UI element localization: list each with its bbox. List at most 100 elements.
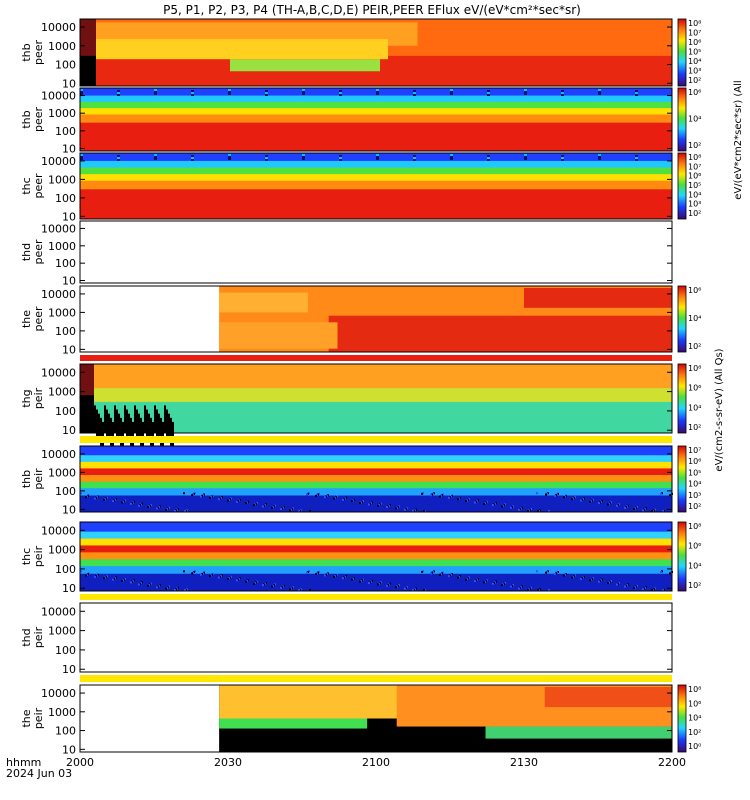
heatmap-band <box>80 101 672 109</box>
heatmap-noise <box>121 579 123 582</box>
heatmap-noise <box>635 94 638 96</box>
heatmap-noise <box>130 417 132 446</box>
heatmap-noise <box>450 93 453 95</box>
y-axis-label: peer <box>32 173 45 199</box>
colorbar-tick-label: 10⁶ <box>688 542 701 551</box>
heatmap-noise <box>589 579 591 582</box>
y-tick-label: 10000 <box>41 288 76 301</box>
heatmap-noise <box>571 576 573 579</box>
heatmap-noise <box>191 94 194 96</box>
colorbar-tick-label: 10⁴ <box>688 403 701 412</box>
heatmap-noise <box>265 92 268 94</box>
colorbar-tick-label: 10² <box>688 209 701 218</box>
heatmap-noise <box>165 508 167 511</box>
heatmap-noise <box>117 90 120 92</box>
colorbar-tick-label: 10⁸ <box>688 19 701 28</box>
heatmap-band <box>80 552 672 560</box>
heatmap-noise <box>154 158 157 160</box>
heatmap-noise <box>184 510 186 512</box>
colorbar-tick-label: 10⁶ <box>688 699 701 708</box>
heatmap-noise <box>413 157 416 159</box>
heatmap-noise <box>598 156 601 158</box>
y-tick-label: 1000 <box>48 706 76 719</box>
y-axis-label: peir <box>32 707 45 729</box>
panel-frame <box>79 87 673 152</box>
heatmap-noise <box>156 409 158 438</box>
heatmap-noise <box>616 583 618 586</box>
heatmap-noise <box>554 573 556 576</box>
heatmap-noise <box>450 158 453 160</box>
heatmap-noise <box>85 496 87 499</box>
heatmap-noise <box>191 90 194 92</box>
heatmap-noise <box>121 501 123 504</box>
y-tick-label: 100 <box>55 563 76 576</box>
colorbar-tick-label: 10⁷ <box>688 446 701 455</box>
y-axis-label: thd <box>20 628 33 646</box>
heatmap-band <box>80 461 672 469</box>
y-tick-label: 10000 <box>41 605 76 618</box>
heatmap-noise <box>309 589 311 591</box>
heatmap-noise <box>112 421 114 450</box>
heatmap-noise <box>430 572 432 575</box>
heatmap-noise <box>635 90 638 92</box>
heatmap-noise <box>524 93 527 95</box>
colorbar <box>677 521 687 592</box>
heatmap-noise <box>146 409 148 438</box>
y-axis-label: thb <box>20 110 33 128</box>
heatmap-noise <box>170 417 172 446</box>
heatmap-noise <box>218 576 220 579</box>
heatmap-band <box>80 481 672 489</box>
heatmap-region <box>80 395 94 433</box>
heatmap-noise <box>136 409 138 438</box>
heatmap-noise <box>191 572 193 575</box>
heatmap-noise <box>140 417 142 446</box>
heatmap-region <box>80 364 672 389</box>
heatmap-noise <box>114 405 116 433</box>
y-axis-label: peir <box>32 545 45 567</box>
heatmap-band <box>80 559 672 567</box>
heatmap-noise <box>265 155 268 157</box>
heatmap-noise <box>253 504 255 507</box>
heatmap-noise <box>598 502 600 505</box>
heatmap-noise <box>126 409 128 438</box>
heatmap-noise <box>635 92 638 94</box>
heatmap-noise <box>662 510 664 512</box>
heatmap-noise <box>421 492 423 495</box>
y-tick-label: 10000 <box>41 222 76 235</box>
y-tick-label: 10000 <box>41 155 76 168</box>
y-tick-label: 10 <box>62 663 76 676</box>
heatmap-noise <box>527 588 529 591</box>
heatmap-region <box>485 726 672 739</box>
heatmap-noise <box>439 495 441 498</box>
heatmap-band <box>80 189 672 220</box>
heatmap-noise <box>359 580 361 583</box>
heatmap-noise <box>324 574 326 577</box>
heatmap-noise <box>423 510 425 512</box>
heatmap-noise <box>80 154 83 156</box>
y-tick-label: 10 <box>62 210 76 223</box>
heatmap-noise <box>154 91 157 93</box>
heatmap-region <box>80 364 94 396</box>
heatmap-noise <box>191 155 194 157</box>
heatmap-noise <box>200 573 202 576</box>
y-axis-label: peer <box>32 40 45 66</box>
heatmap-noise <box>265 94 268 96</box>
heatmap-noise <box>376 91 379 93</box>
colorbar-tick-label: 10⁴ <box>688 115 701 124</box>
heatmap-noise <box>368 503 370 506</box>
y-axis-label: thc <box>20 548 33 565</box>
heatmap-noise <box>607 503 609 506</box>
heatmap-noise <box>483 502 485 505</box>
heatmap-noise <box>80 158 83 160</box>
heatmap-noise <box>158 413 160 442</box>
y-tick-label: 1000 <box>48 466 76 479</box>
heatmap-noise <box>651 510 653 512</box>
heatmap-noise <box>280 508 282 511</box>
panel-frame <box>79 285 673 353</box>
heatmap-noise <box>537 589 539 591</box>
heatmap-region <box>80 401 672 433</box>
heatmap-noise <box>524 154 527 156</box>
heatmap-noise <box>598 154 601 156</box>
heatmap-noise <box>524 158 527 160</box>
colorbar-tick-label: 10⁵ <box>688 181 701 190</box>
